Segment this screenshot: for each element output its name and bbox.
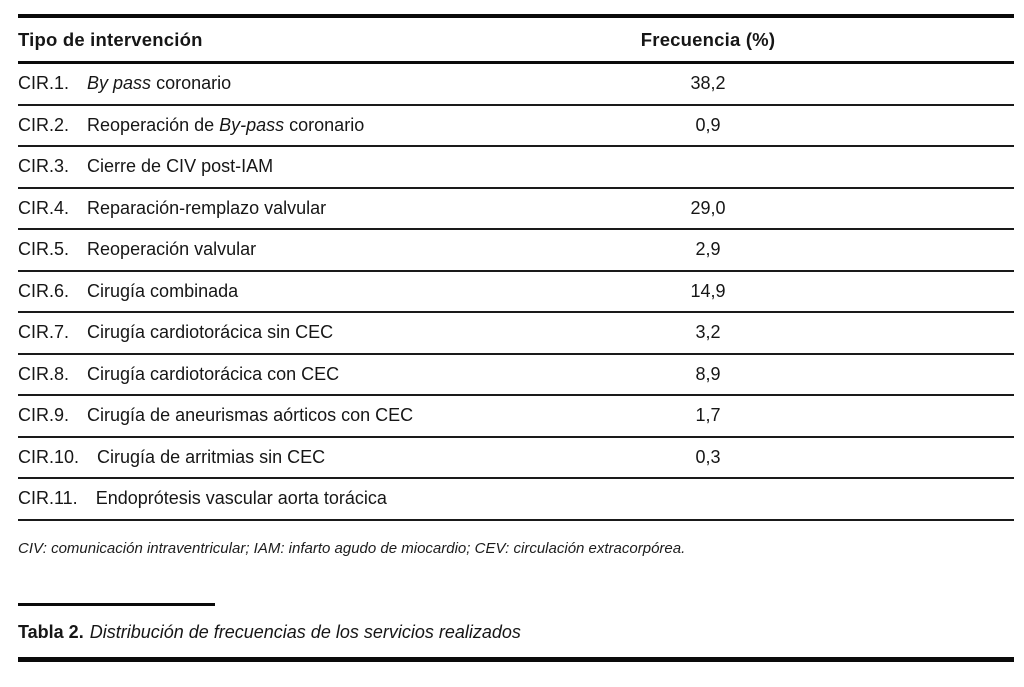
bottom-rule bbox=[18, 656, 1014, 662]
frequency-value: 14,9 bbox=[690, 280, 726, 301]
intervention-code: CIR.10. bbox=[18, 446, 80, 467]
intervention-code: CIR.7. bbox=[18, 322, 70, 343]
intervention-code: CIR.6. bbox=[18, 280, 70, 301]
caption-text: Distribución de frecuencias de los servi… bbox=[89, 621, 521, 642]
column-header-intervention: Tipo de intervención bbox=[18, 28, 203, 50]
intervention-cell: CIR.9. Cirugía de aneurismas aórticos co… bbox=[18, 405, 628, 426]
intervention-cell: CIR.3. Cierre de CIV post-IAM bbox=[18, 156, 628, 177]
table-row: CIR.11. Endoprótesis vascular aorta torá… bbox=[18, 479, 1014, 521]
table-row: CIR.9. Cirugía de aneurismas aórticos co… bbox=[18, 396, 1014, 438]
frequency-value: 1,7 bbox=[695, 405, 721, 426]
frequency-value: 2,9 bbox=[695, 239, 721, 260]
table-row: CIR.2. Reoperación de By-pass coronario … bbox=[18, 106, 1014, 147]
intervention-label: Cirugía cardiotorácica con CEC bbox=[87, 363, 340, 384]
intervention-code: CIR.1. bbox=[18, 73, 70, 94]
intervention-cell: CIR.4. Reparación-remplazo valvular bbox=[18, 198, 628, 219]
intervention-cell: CIR.8. Cirugía cardiotorácica con CEC bbox=[18, 364, 628, 385]
intervention-cell: CIR.10. Cirugía de arritmias sin CEC bbox=[18, 447, 628, 468]
intervention-code: CIR.9. bbox=[18, 405, 70, 426]
caption-rule bbox=[18, 602, 215, 606]
table-row: CIR.4. Reparación-remplazo valvular 29,0 bbox=[18, 189, 1014, 230]
table-row: CIR.5. Reoperación valvular 2,9 bbox=[18, 230, 1014, 272]
intervention-label: By pass coronario bbox=[87, 73, 232, 94]
intervention-label: Cirugía cardiotorácica sin CEC bbox=[87, 322, 334, 343]
frequency-value: 0,9 bbox=[695, 114, 721, 135]
intervention-code: CIR.5. bbox=[18, 239, 70, 260]
intervention-label: Reparación-remplazo valvular bbox=[87, 197, 327, 218]
table-footnote: CIV: comunicación intraventricular; IAM:… bbox=[18, 539, 686, 557]
intervention-code: CIR.8. bbox=[18, 363, 70, 384]
intervention-code: CIR.11. bbox=[18, 488, 78, 509]
table-row: CIR.6. Cirugía combinada 14,9 bbox=[18, 272, 1014, 313]
intervention-label: Cirugía de arritmias sin CEC bbox=[97, 446, 326, 467]
frequency-value: 29,0 bbox=[690, 197, 726, 218]
intervention-cell: CIR.5. Reoperación valvular bbox=[18, 239, 628, 260]
caption-label: Tabla 2. bbox=[18, 621, 84, 642]
table-header-row: Tipo de intervención Frecuencia (%) bbox=[18, 18, 1014, 61]
intervention-code: CIR.4. bbox=[18, 197, 70, 218]
intervention-label: Cirugía de aneurismas aórticos con CEC bbox=[87, 405, 414, 426]
intervention-cell: CIR.7. Cirugía cardiotorácica sin CEC bbox=[18, 322, 628, 343]
table-row: CIR.1. By pass coronario 38,2 bbox=[18, 64, 1014, 106]
intervention-cell: CIR.6. Cirugía combinada bbox=[18, 281, 628, 302]
intervention-label: Endoprótesis vascular aorta torácica bbox=[95, 488, 387, 509]
frequency-value: 3,2 bbox=[695, 322, 721, 343]
intervention-code: CIR.3. bbox=[18, 156, 70, 177]
intervention-code: CIR.2. bbox=[18, 114, 70, 135]
header-rule bbox=[18, 61, 1014, 64]
frequency-value: 38,2 bbox=[690, 73, 726, 94]
table-body: CIR.1. By pass coronario 38,2 CIR.2. Reo… bbox=[18, 64, 1014, 521]
table-row: CIR.7. Cirugía cardiotorácica sin CEC 3,… bbox=[18, 313, 1014, 355]
top-rule bbox=[18, 14, 1014, 18]
table-row: CIR.8. Cirugía cardiotorácica con CEC 8,… bbox=[18, 355, 1014, 396]
frequency-value: 8,9 bbox=[695, 363, 721, 384]
table-row: CIR.10. Cirugía de arritmias sin CEC 0,3 bbox=[18, 438, 1014, 479]
intervention-cell: CIR.1. By pass coronario bbox=[18, 73, 628, 94]
intervention-label: Reoperación de By-pass coronario bbox=[87, 114, 365, 135]
intervention-label: Cirugía combinada bbox=[87, 280, 239, 301]
intervention-cell: CIR.11. Endoprótesis vascular aorta torá… bbox=[18, 488, 628, 509]
column-header-frequency: Frecuencia (%) bbox=[640, 28, 776, 50]
frequency-value: 0,3 bbox=[695, 446, 721, 467]
intervention-cell: CIR.2. Reoperación de By-pass coronario bbox=[18, 115, 628, 136]
intervention-label: Cierre de CIV post-IAM bbox=[87, 156, 274, 177]
table-row: CIR.3. Cierre de CIV post-IAM bbox=[18, 147, 1014, 189]
table-caption: Tabla 2. Distribución de frecuencias de l… bbox=[18, 621, 1014, 644]
intervention-label: Reoperación valvular bbox=[87, 239, 257, 260]
